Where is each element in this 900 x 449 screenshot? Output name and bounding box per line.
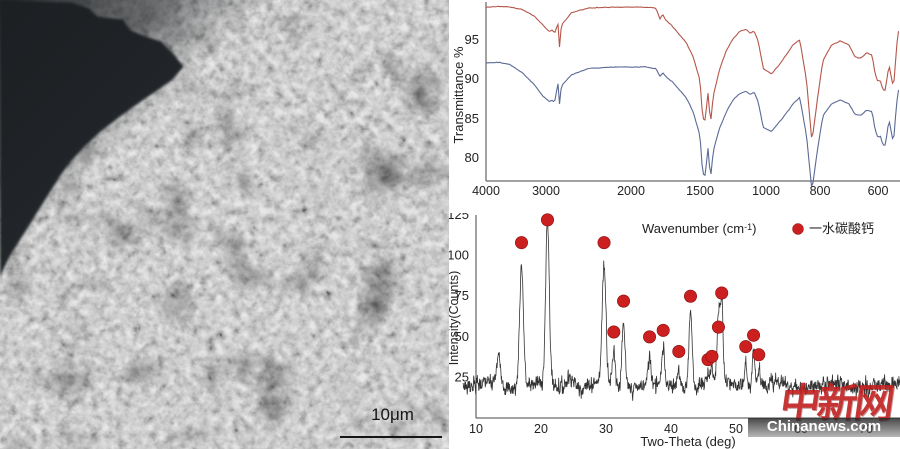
svg-text:4000: 4000 (472, 184, 500, 198)
svg-text:一水碳酸钙: 一水碳酸钙 (809, 221, 874, 236)
svg-text:10: 10 (469, 422, 483, 436)
svg-text:20: 20 (534, 422, 548, 436)
svg-text:2000: 2000 (617, 184, 645, 198)
svg-text:3000: 3000 (532, 184, 560, 198)
svg-text:800: 800 (810, 184, 831, 198)
svg-text:Two-Theta (deg): Two-Theta (deg) (640, 434, 735, 449)
svg-text:Intensity(Counts): Intensity(Counts) (449, 271, 461, 365)
svg-text:1500: 1500 (686, 184, 714, 198)
svg-text:25: 25 (455, 369, 469, 384)
svg-text:85: 85 (465, 111, 479, 126)
svg-text:100: 100 (449, 248, 469, 263)
svg-text:125: 125 (449, 213, 469, 222)
svg-text:30: 30 (599, 422, 613, 436)
svg-text:80: 80 (465, 150, 479, 165)
svg-text:1000: 1000 (752, 184, 780, 198)
svg-text:Transmittance %: Transmittance % (451, 46, 466, 143)
svg-text:600: 600 (868, 184, 889, 198)
svg-text:Wavenumber (cm-1): Wavenumber (cm-1) (642, 221, 756, 236)
svg-text:90: 90 (465, 71, 479, 86)
svg-text:95: 95 (465, 32, 479, 47)
